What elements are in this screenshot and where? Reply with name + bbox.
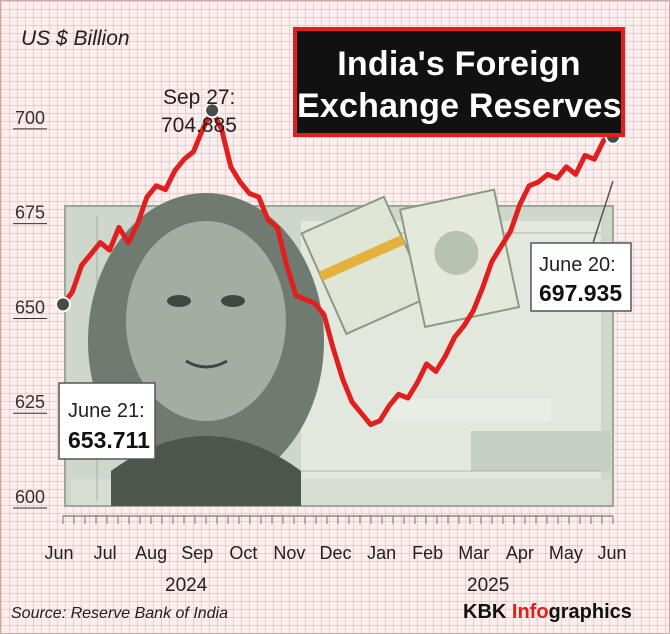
peak-point	[204, 102, 221, 119]
unit-label: US $ Billion	[21, 27, 130, 50]
month-tick-label: Dec	[319, 543, 351, 563]
callout-end-label: June 20:	[539, 254, 616, 276]
callout-box-start	[58, 382, 156, 460]
callout-start-label: June 21:	[68, 400, 145, 422]
callout-peak-label: Sep 27:	[163, 86, 235, 109]
y-tick-label: 650	[15, 297, 45, 317]
brand-bold: KBK	[463, 601, 512, 623]
month-tick-label: Jun	[597, 543, 626, 563]
title-box: India's Foreign Exchange Reserves	[293, 27, 625, 137]
start-point	[55, 296, 71, 313]
callout-peak-value: 704.885	[161, 114, 237, 137]
callouts: June 21: 653.711 June 20: 697.935 Sep 27…	[58, 86, 632, 460]
month-tick-label: Nov	[273, 543, 305, 563]
title-line-1: India's Foreign	[337, 45, 581, 83]
y-tick-label: 675	[15, 203, 45, 223]
y-tick-label: 625	[15, 392, 45, 412]
month-tick-label: Jan	[367, 543, 396, 563]
year-label-2024: 2024	[165, 575, 208, 596]
month-tick-label: Jun	[44, 543, 73, 563]
month-tick-label: May	[549, 543, 583, 563]
source-note: Source: Reserve Bank of India	[11, 605, 229, 622]
money-rolls-illustration	[300, 188, 521, 336]
callout-box-end	[530, 242, 632, 312]
x-axis-ticks: Jun Jul Aug Sep Oct Nov Dec Jan Feb Mar Apr May Jun	[44, 515, 627, 563]
month-tick-label: Apr	[506, 543, 534, 563]
callout-end-leader	[592, 180, 614, 244]
franklin-portrait-illustration	[88, 193, 324, 506]
title-line-2: Exchange Reserves	[297, 87, 622, 125]
month-tick-label: Sep	[181, 543, 213, 563]
month-tick-label: Jul	[94, 543, 117, 563]
brand-logo: KBK Infographics	[463, 601, 632, 624]
callout-start-value: 653.711	[68, 427, 150, 453]
series-layer	[60, 107, 616, 428]
y-axis-ticks: 600 625 650 675 700	[13, 108, 47, 509]
y-tick-label: 700	[15, 108, 45, 128]
month-tick-label: Aug	[135, 543, 167, 563]
callout-end-value: 697.935	[539, 280, 622, 306]
year-label-2025: 2025	[467, 575, 510, 596]
month-tick-label: Mar	[458, 543, 489, 563]
brand-rest: graphics	[548, 601, 632, 623]
brand-accent: Info	[511, 601, 549, 623]
reserves-series-line	[60, 107, 616, 428]
month-tick-label: Oct	[229, 543, 257, 563]
month-tick-label: Feb	[412, 543, 443, 563]
y-tick-label: 600	[15, 487, 45, 507]
